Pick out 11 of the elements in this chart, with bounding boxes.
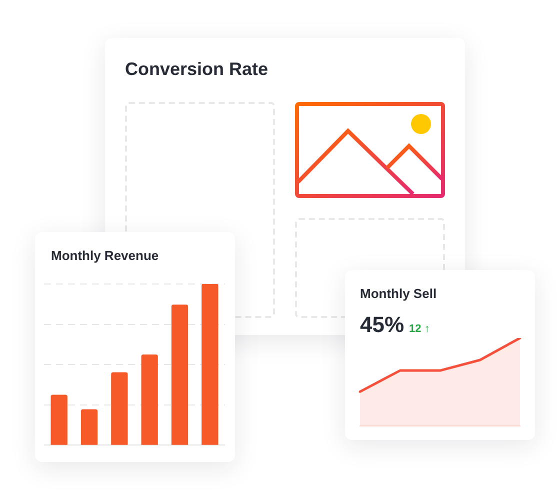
bar bbox=[202, 284, 218, 445]
chart-title: Monthly Revenue bbox=[51, 248, 159, 263]
chart-title: Monthly Sell bbox=[360, 286, 437, 301]
text: 45% bbox=[360, 312, 404, 337]
text: Conversion Rate bbox=[125, 59, 268, 79]
bar bbox=[141, 354, 158, 445]
bar bbox=[111, 372, 128, 445]
bar bbox=[171, 304, 188, 445]
bar bbox=[50, 394, 68, 445]
text: 12 ↑ bbox=[409, 323, 430, 335]
bar bbox=[80, 409, 98, 445]
